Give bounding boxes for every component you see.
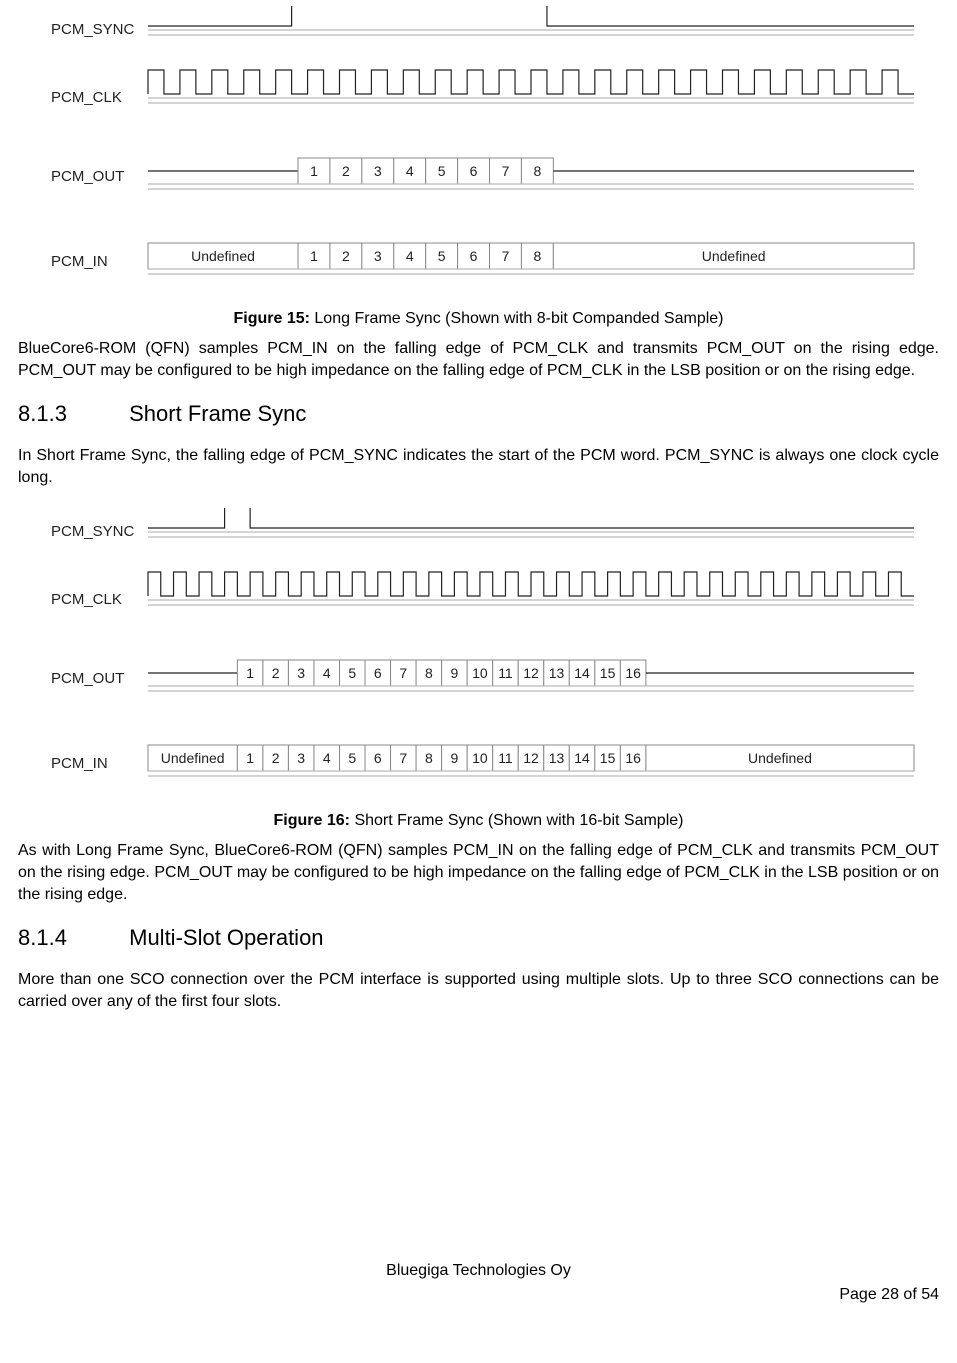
svg-text:6: 6 xyxy=(374,750,382,766)
svg-text:9: 9 xyxy=(451,665,459,681)
svg-text:PCM_CLK: PCM_CLK xyxy=(51,89,122,106)
svg-text:Undefined: Undefined xyxy=(748,750,812,766)
svg-text:15: 15 xyxy=(600,750,616,766)
caption-fig15: Figure 15: Long Frame Sync (Shown with 8… xyxy=(18,310,939,328)
svg-text:12: 12 xyxy=(523,750,539,766)
svg-text:1: 1 xyxy=(310,163,318,179)
heading-8-1-3-number: 8.1.3 xyxy=(18,401,123,427)
svg-text:4: 4 xyxy=(323,665,331,681)
svg-text:Undefined: Undefined xyxy=(161,750,225,766)
svg-text:9: 9 xyxy=(451,750,459,766)
svg-text:5: 5 xyxy=(438,163,446,179)
svg-text:5: 5 xyxy=(438,248,446,264)
svg-text:Undefined: Undefined xyxy=(702,248,766,264)
heading-8-1-4: 8.1.4 Multi-Slot Operation xyxy=(18,925,939,951)
svg-text:10: 10 xyxy=(472,750,488,766)
svg-text:6: 6 xyxy=(374,665,382,681)
svg-text:7: 7 xyxy=(502,248,510,264)
svg-text:1: 1 xyxy=(246,750,254,766)
svg-text:10: 10 xyxy=(472,665,488,681)
svg-text:5: 5 xyxy=(348,750,356,766)
svg-text:PCM_OUT: PCM_OUT xyxy=(51,670,124,687)
svg-text:11: 11 xyxy=(498,750,513,766)
svg-text:1: 1 xyxy=(246,665,254,681)
svg-text:16: 16 xyxy=(625,665,641,681)
svg-text:3: 3 xyxy=(374,248,382,264)
paragraph-8-1-3: In Short Frame Sync, the falling edge of… xyxy=(18,445,939,488)
svg-text:PCM_OUT: PCM_OUT xyxy=(51,168,124,185)
svg-text:PCM_CLK: PCM_CLK xyxy=(51,591,122,608)
svg-text:8: 8 xyxy=(425,750,433,766)
paragraph-after-fig16: As with Long Frame Sync, BlueCore6-ROM (… xyxy=(18,840,939,905)
footer-company: Bluegiga Technologies Oy xyxy=(18,1262,939,1280)
svg-text:14: 14 xyxy=(574,750,590,766)
timing-diagram-fig15: PCM_SYNC PCM_CLK PCM_OUT PCM_IN 1 2 3 4 5 6 7 8 Unde… xyxy=(18,6,939,296)
svg-text:2: 2 xyxy=(342,248,350,264)
svg-text:8: 8 xyxy=(425,665,433,681)
svg-fig16: PCM_SYNCPCM_CLKPCM_OUTPCM_IN123456789101… xyxy=(18,508,939,798)
caption-fig16-text: Short Frame Sync (Shown with 16-bit Samp… xyxy=(354,812,683,829)
svg-text:PCM_SYNC: PCM_SYNC xyxy=(51,523,135,540)
footer-page-number: Page 28 of 54 xyxy=(18,1286,939,1304)
svg-text:4: 4 xyxy=(406,248,414,264)
svg-text:2: 2 xyxy=(272,750,280,766)
svg-text:1: 1 xyxy=(310,248,318,264)
caption-fig15-text: Long Frame Sync (Shown with 8-bit Compan… xyxy=(314,310,723,327)
svg-text:7: 7 xyxy=(399,750,407,766)
svg-text:3: 3 xyxy=(297,665,305,681)
svg-text:Undefined: Undefined xyxy=(191,248,255,264)
heading-8-1-3: 8.1.3 Short Frame Sync xyxy=(18,401,939,427)
svg-text:13: 13 xyxy=(549,750,565,766)
svg-fig15: PCM_SYNC PCM_CLK PCM_OUT PCM_IN 1 2 3 4 5 6 7 8 Unde… xyxy=(18,6,939,296)
timing-diagram-fig16: PCM_SYNCPCM_CLKPCM_OUTPCM_IN123456789101… xyxy=(18,508,939,798)
svg-text:8: 8 xyxy=(533,248,541,264)
heading-8-1-4-title: Multi-Slot Operation xyxy=(129,925,323,950)
paragraph-8-1-4: More than one SCO connection over the PC… xyxy=(18,969,939,1012)
svg-text:3: 3 xyxy=(374,163,382,179)
svg-text:PCM_IN: PCM_IN xyxy=(51,253,108,270)
heading-8-1-4-number: 8.1.4 xyxy=(18,925,123,951)
svg-text:11: 11 xyxy=(498,665,513,681)
svg-text:5: 5 xyxy=(348,665,356,681)
svg-text:4: 4 xyxy=(406,163,414,179)
svg-text:2: 2 xyxy=(342,163,350,179)
svg-text:7: 7 xyxy=(502,163,510,179)
caption-fig16-label: Figure 16: xyxy=(274,812,350,829)
svg-text:7: 7 xyxy=(399,665,407,681)
heading-8-1-3-title: Short Frame Sync xyxy=(129,401,306,426)
svg-text:6: 6 xyxy=(470,163,478,179)
svg-text:13: 13 xyxy=(549,665,565,681)
svg-text:15: 15 xyxy=(600,665,616,681)
caption-fig16: Figure 16: Short Frame Sync (Shown with … xyxy=(18,812,939,830)
svg-text:6: 6 xyxy=(470,248,478,264)
caption-fig15-label: Figure 15: xyxy=(233,310,309,327)
svg-text:2: 2 xyxy=(272,665,280,681)
svg-text:8: 8 xyxy=(533,163,541,179)
svg-text:PCM_SYNC: PCM_SYNC xyxy=(51,21,135,38)
svg-text:16: 16 xyxy=(625,750,641,766)
svg-text:PCM_IN: PCM_IN xyxy=(51,755,108,772)
svg-text:4: 4 xyxy=(323,750,331,766)
svg-text:12: 12 xyxy=(523,665,539,681)
paragraph-after-fig15: BlueCore6-ROM (QFN) samples PCM_IN on th… xyxy=(18,338,939,381)
svg-text:3: 3 xyxy=(297,750,305,766)
svg-text:14: 14 xyxy=(574,665,590,681)
